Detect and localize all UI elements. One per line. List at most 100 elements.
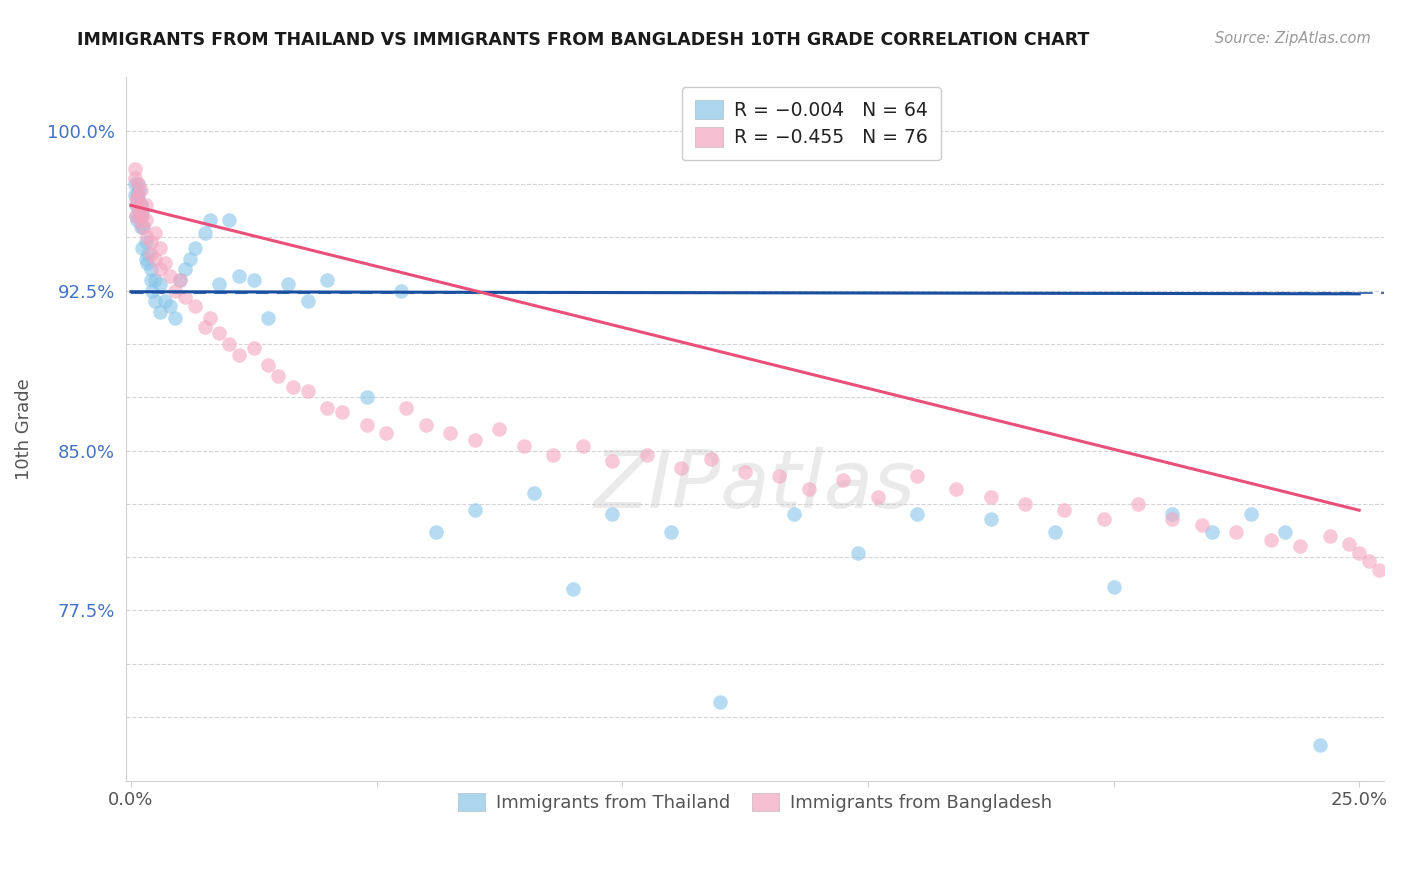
Point (131, 209, 153, 223)
Point (1014, 497, 1036, 511)
Point (905, 469, 928, 483)
Point (128, 209, 150, 223)
Point (135, 252, 157, 266)
Point (945, 482, 967, 496)
Point (1191, 518, 1213, 533)
Point (425, 524, 447, 539)
Point (139, 273, 162, 287)
Point (139, 235, 162, 249)
Point (155, 294, 177, 309)
Point (1053, 503, 1076, 517)
Point (562, 582, 585, 596)
Point (174, 262, 197, 277)
Point (145, 226, 167, 240)
Point (1260, 533, 1282, 547)
Point (127, 177, 149, 191)
Text: Source: ZipAtlas.com: Source: ZipAtlas.com (1215, 31, 1371, 46)
Point (602, 508, 624, 522)
Point (257, 358, 280, 372)
Point (267, 368, 290, 383)
Point (257, 311, 280, 326)
Point (734, 465, 756, 479)
Point (1309, 738, 1331, 752)
Point (488, 422, 510, 436)
Point (174, 290, 197, 304)
Point (145, 252, 167, 266)
Point (768, 469, 790, 483)
Point (1102, 580, 1125, 594)
Point (184, 299, 207, 313)
Point (242, 341, 264, 355)
Point (131, 241, 153, 255)
Point (127, 187, 149, 202)
Point (128, 204, 150, 219)
Point (125, 198, 148, 212)
Point (783, 508, 806, 522)
Point (194, 319, 217, 334)
Point (169, 273, 191, 287)
Point (159, 268, 181, 283)
Point (145, 273, 167, 287)
Point (277, 277, 299, 292)
Point (155, 256, 177, 270)
Point (464, 433, 486, 447)
Point (129, 183, 152, 197)
Point (846, 546, 869, 560)
Point (572, 439, 595, 453)
Point (1348, 546, 1371, 560)
Point (135, 230, 157, 244)
Point (139, 262, 162, 277)
Point (198, 213, 221, 227)
Point (316, 401, 339, 415)
Point (797, 482, 820, 496)
Point (356, 417, 378, 432)
Point (1319, 529, 1341, 543)
Point (124, 170, 146, 185)
Point (141, 284, 163, 298)
Point (179, 252, 201, 266)
Point (135, 256, 157, 270)
Point (129, 198, 152, 212)
Point (136, 247, 159, 261)
Point (125, 209, 148, 223)
Point (464, 503, 486, 517)
Point (523, 486, 546, 500)
Point (980, 512, 1002, 526)
Point (395, 401, 418, 415)
Point (1225, 524, 1247, 539)
Point (125, 192, 148, 206)
Point (169, 273, 191, 287)
Point (1339, 537, 1361, 551)
Point (149, 277, 172, 292)
Point (194, 226, 217, 240)
Point (128, 213, 150, 227)
Point (129, 198, 152, 212)
Point (149, 241, 172, 255)
Point (543, 448, 565, 462)
Point (513, 439, 536, 453)
Point (208, 277, 231, 292)
Point (1240, 508, 1263, 522)
Point (208, 326, 231, 341)
Point (389, 284, 412, 298)
Point (1358, 554, 1381, 568)
Point (1126, 497, 1149, 511)
Point (905, 508, 928, 522)
Point (149, 305, 172, 319)
Point (127, 192, 149, 206)
Point (1289, 540, 1312, 554)
Point (415, 417, 437, 432)
Point (330, 405, 353, 419)
Point (281, 379, 304, 393)
Point (1161, 508, 1184, 522)
Point (669, 460, 692, 475)
Point (129, 209, 152, 223)
Point (866, 491, 889, 505)
Point (124, 162, 146, 177)
Point (636, 448, 658, 462)
Point (1274, 524, 1296, 539)
Point (124, 187, 146, 202)
Point (228, 268, 250, 283)
Point (127, 187, 149, 202)
Point (316, 273, 339, 287)
